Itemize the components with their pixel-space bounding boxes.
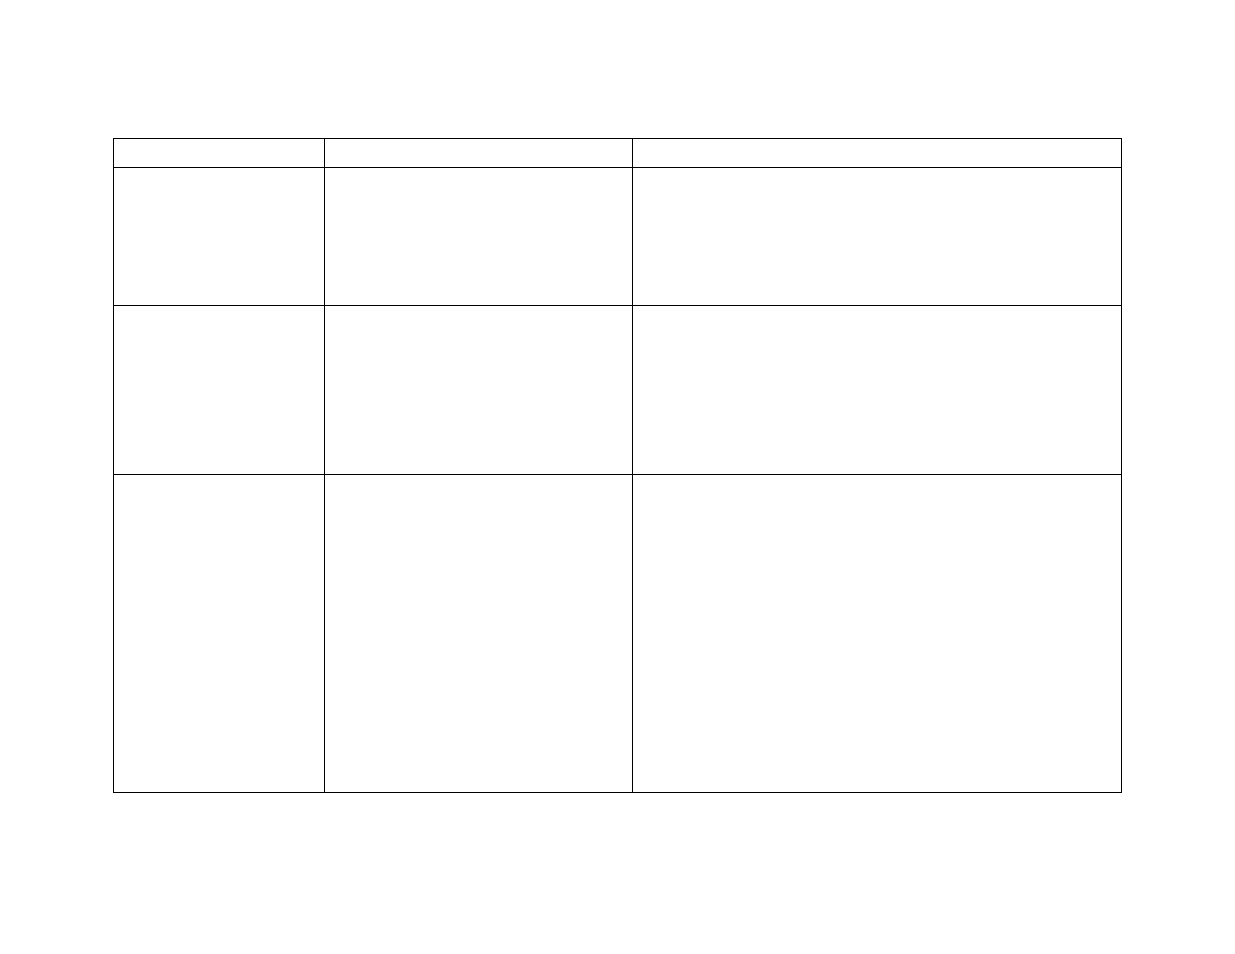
cell-3-0 — [114, 475, 325, 793]
table-row — [114, 475, 1122, 793]
cell-2-2 — [633, 306, 1122, 475]
header-cell-2 — [633, 139, 1122, 168]
cell-2-1 — [325, 306, 633, 475]
header-cell-1 — [325, 139, 633, 168]
table-container — [113, 138, 1121, 792]
table-header-row — [114, 139, 1122, 168]
cell-3-2 — [633, 475, 1122, 793]
cell-1-2 — [633, 168, 1122, 306]
cell-2-0 — [114, 306, 325, 475]
table-row — [114, 168, 1122, 306]
header-cell-0 — [114, 139, 325, 168]
cell-1-1 — [325, 168, 633, 306]
cell-1-0 — [114, 168, 325, 306]
table-row — [114, 306, 1122, 475]
cell-3-1 — [325, 475, 633, 793]
data-table — [113, 138, 1122, 793]
